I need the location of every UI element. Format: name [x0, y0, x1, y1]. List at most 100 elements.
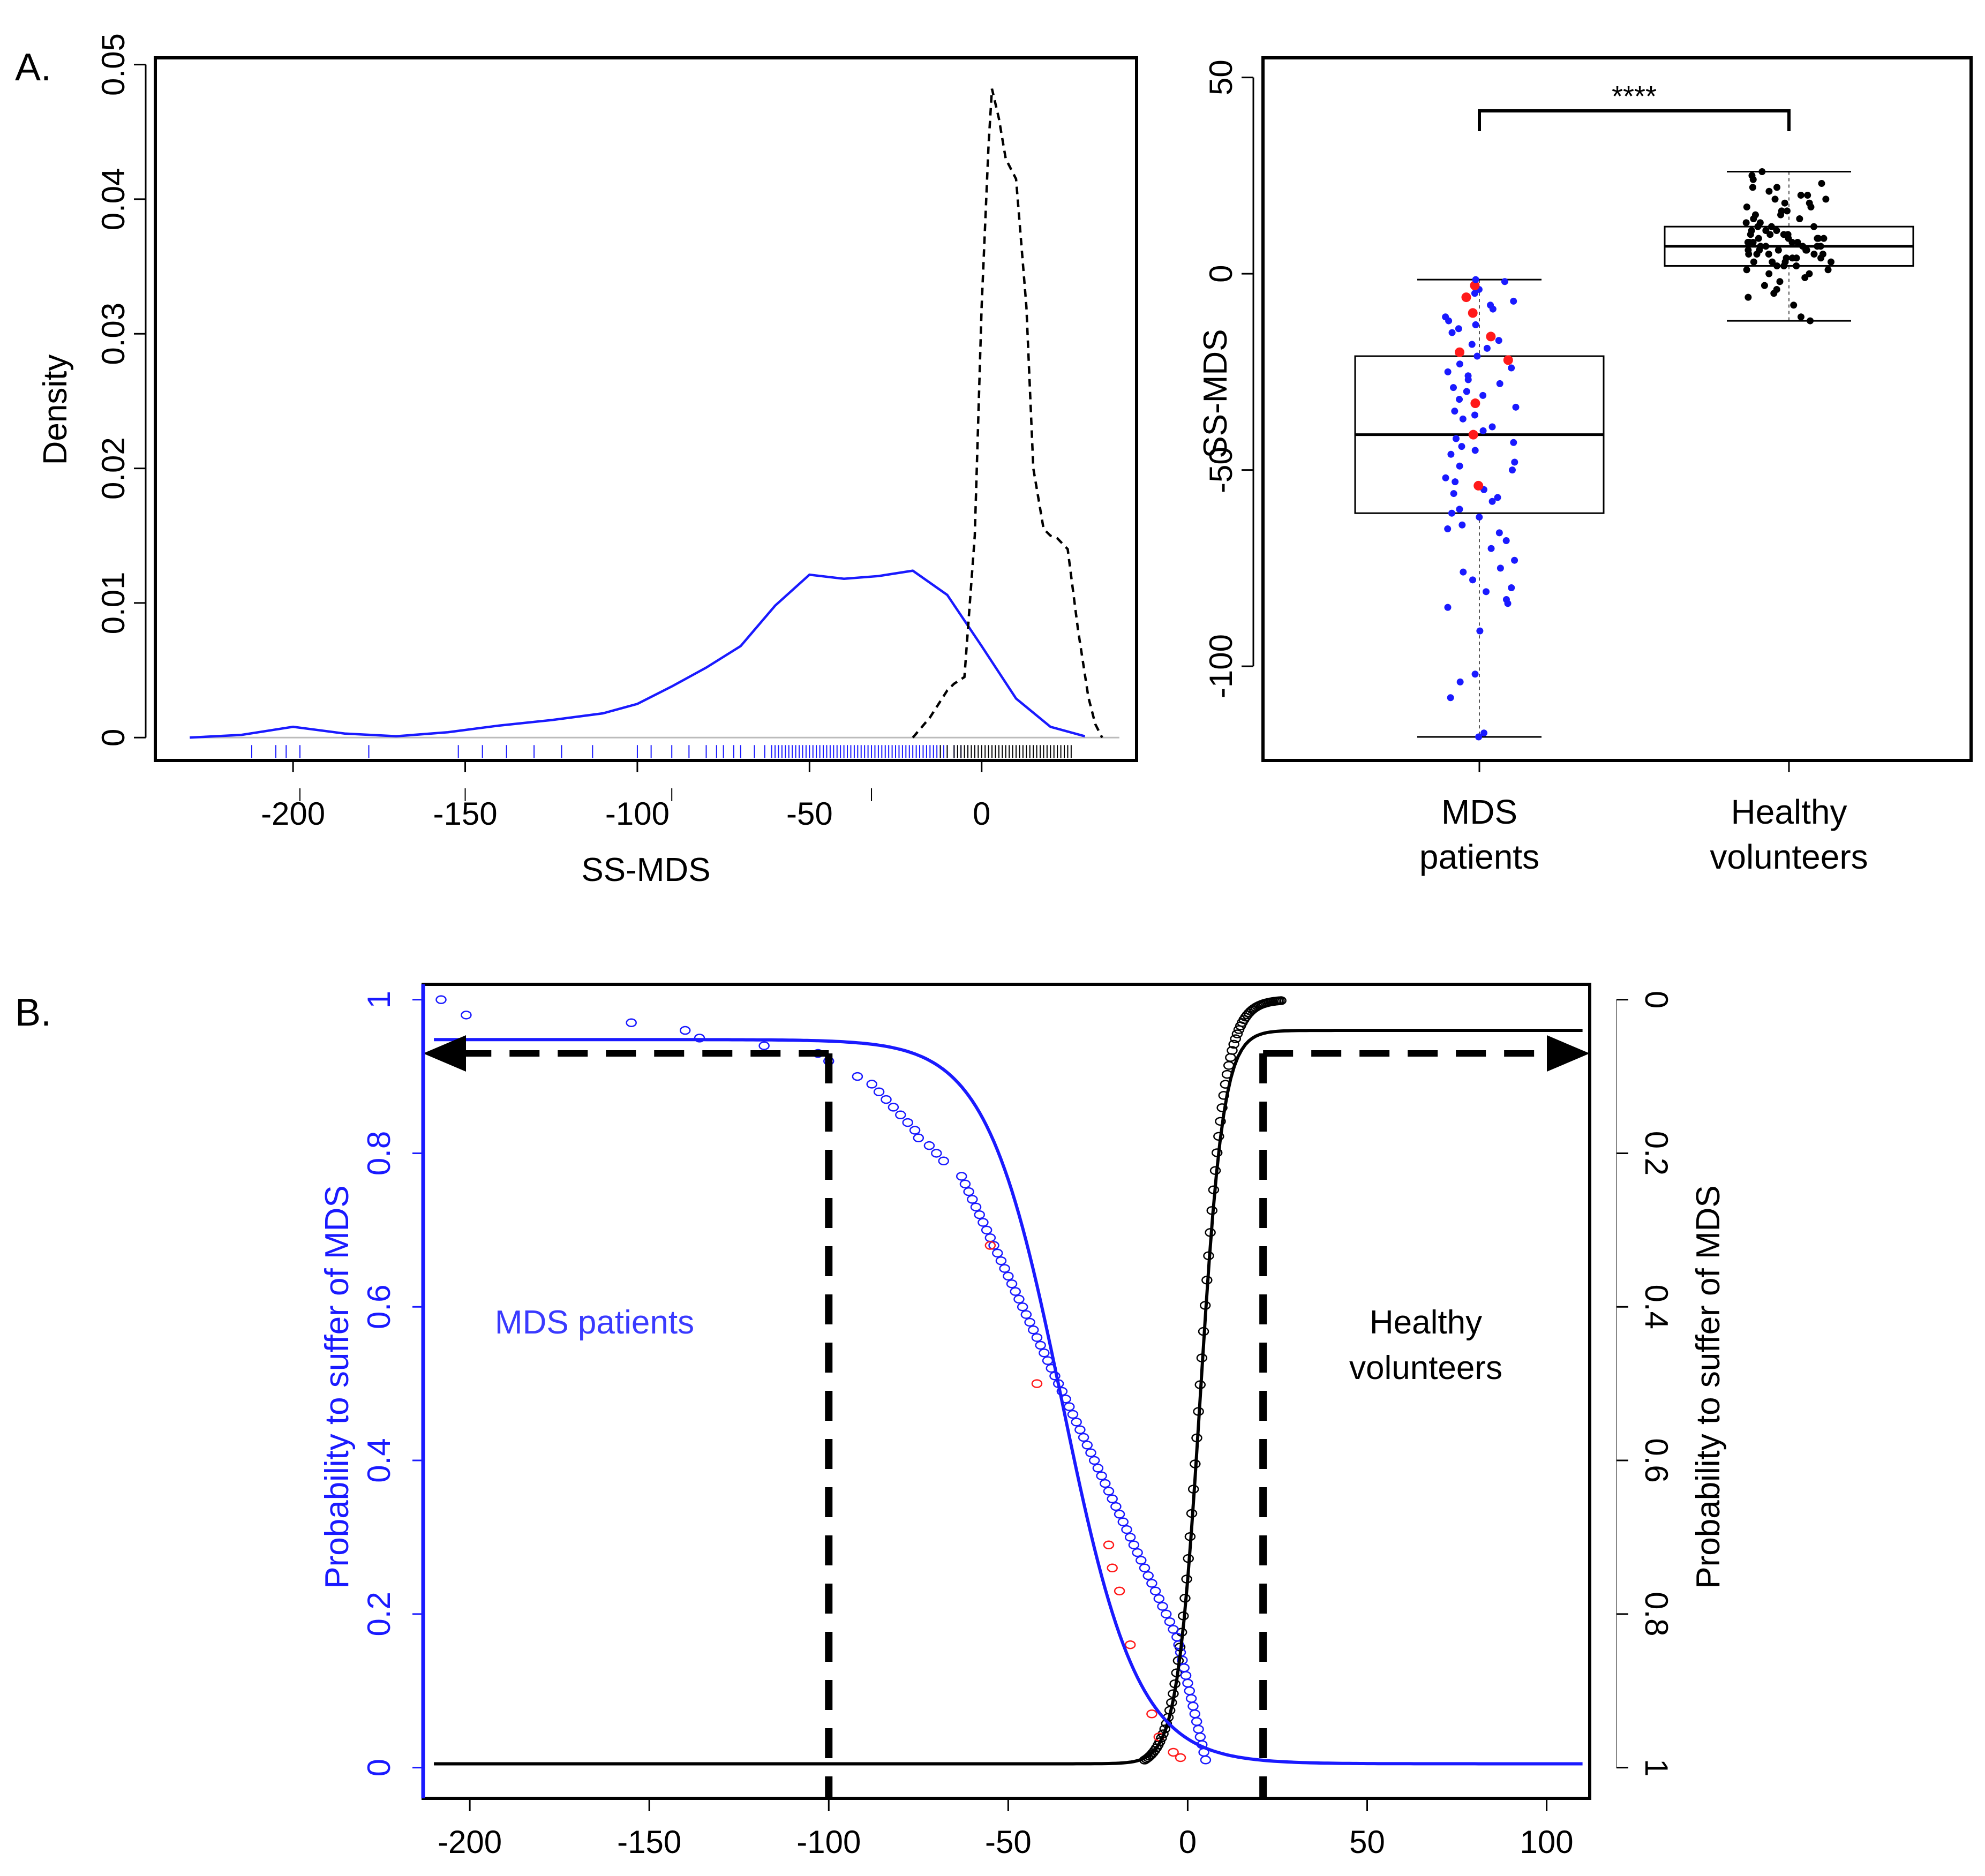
box-point-mds: [1460, 568, 1467, 576]
logit-point-mds: [679, 1026, 691, 1035]
density-y-tick-label: 0.04: [95, 168, 131, 231]
box-point-mds-highlight: [1470, 398, 1480, 409]
logit-point-mds: [1096, 1471, 1107, 1480]
logit-point-mds: [1039, 1348, 1050, 1358]
logit-y-right-tick-label: 0.6: [1638, 1438, 1674, 1482]
density-y-tick-label: 0.01: [95, 572, 131, 635]
logit-point-mds: [1006, 1279, 1018, 1289]
box-point-mds: [1456, 360, 1463, 368]
logit-point-mds: [1121, 1525, 1132, 1534]
logit-point-mds: [1180, 1671, 1192, 1680]
box-point-healthy: [1810, 250, 1818, 258]
significance-label: ****: [1612, 80, 1657, 112]
box-point-healthy: [1819, 250, 1826, 258]
logistic-plot-frame: [422, 983, 1591, 1800]
box-point-mds: [1456, 506, 1463, 513]
box-point-healthy: [1804, 192, 1811, 199]
box-point-mds: [1476, 514, 1483, 521]
logit-point-mds: [956, 1172, 967, 1181]
box-point-healthy: [1806, 199, 1813, 207]
box-point-healthy: [1743, 204, 1750, 211]
logit-point-mds: [1078, 1433, 1089, 1442]
logit-point-mds: [1124, 1533, 1136, 1542]
box-point-mds: [1444, 604, 1452, 611]
density-y-axis-label: Density: [37, 355, 74, 465]
logit-point-mds: [1042, 1356, 1054, 1365]
box-point-healthy: [1806, 270, 1813, 277]
box-point-healthy: [1797, 192, 1804, 199]
logit-point-mds: [1081, 1441, 1093, 1450]
box-point-healthy: [1749, 238, 1757, 246]
box-point-healthy: [1757, 243, 1764, 250]
box-point-mds: [1494, 494, 1501, 501]
box-point-healthy: [1822, 195, 1830, 203]
logit-point-mds: [931, 1149, 942, 1158]
box-point-mds-highlight: [1461, 292, 1471, 303]
logit-point-mds: [1067, 1410, 1079, 1419]
box-point-mds: [1471, 670, 1479, 678]
logit-point-mds: [1132, 1548, 1143, 1557]
logit-point-mds: [995, 1256, 1007, 1265]
boxplot-chart: **** 50 0 -50 -100 MDS patients Healthy voluntee…: [1197, 56, 1973, 876]
logit-point-mds: [913, 1133, 924, 1143]
box-point-healthy: [1814, 243, 1821, 250]
box-point-healthy: [1773, 262, 1781, 269]
box-point-mds: [1468, 341, 1476, 348]
box-point-mds: [1456, 462, 1463, 470]
box-point-healthy: [1745, 293, 1752, 301]
logit-point-mds-highlight: [1103, 1540, 1115, 1550]
box-point-mds: [1452, 435, 1460, 442]
boxplot-plot-frame: [1261, 56, 1973, 762]
logit-point-mds: [1149, 1586, 1161, 1596]
logit-point-mds: [435, 995, 447, 1004]
logit-point-healthy: [1275, 996, 1287, 1005]
box-point-healthy: [1745, 250, 1753, 258]
box-point-mds: [1444, 525, 1452, 533]
logistic-y-left-label: Probability to suffer of MDS: [319, 1185, 356, 1589]
density-x-tick-label: -50: [786, 796, 833, 832]
box-point-healthy: [1778, 207, 1785, 215]
density-x-tick-label: -200: [261, 796, 325, 832]
box-point-mds: [1463, 388, 1470, 395]
box-point-healthy: [1748, 227, 1755, 235]
box-point-mds: [1472, 276, 1479, 283]
logit-x-tick-label: -150: [617, 1824, 681, 1860]
box-point-healthy: [1771, 195, 1779, 203]
logit-y-right-tick-label: 1: [1638, 1759, 1674, 1776]
logit-point-mds: [1164, 1617, 1176, 1626]
box-point-mds: [1511, 556, 1518, 564]
logit-point-mds: [895, 1110, 906, 1120]
logit-x-tick-label: -100: [796, 1824, 861, 1860]
box-point-mds: [1458, 521, 1466, 529]
box-point-healthy: [1790, 302, 1798, 309]
logistic-y-right-label: Probability to suffer of MDS: [1690, 1185, 1727, 1589]
box-point-mds: [1508, 584, 1515, 591]
logit-point-mds: [1200, 1756, 1212, 1765]
box-point-mds-highlight: [1455, 347, 1465, 357]
box-point-mds: [1464, 372, 1472, 380]
logit-point-mds: [1003, 1271, 1014, 1281]
box-point-mds: [1495, 529, 1503, 537]
box-point-mds: [1508, 466, 1516, 474]
logit-point-mds: [981, 1225, 992, 1235]
logit-point-mds-highlight: [984, 1241, 996, 1250]
box-point-mds: [1502, 596, 1510, 603]
box-point-mds: [1448, 329, 1456, 336]
logit-point-healthy: [1231, 1029, 1243, 1038]
logit-point-mds: [902, 1118, 913, 1127]
box-point-mds: [1452, 478, 1459, 486]
box-point-healthy: [1773, 227, 1780, 235]
logit-point-mds: [1184, 1686, 1195, 1696]
boxplot-y-tick-label: -100: [1203, 634, 1239, 698]
box-point-mds: [1475, 733, 1483, 741]
density-plot-frame: [154, 56, 1138, 762]
logit-point-mds-highlight: [1168, 1747, 1179, 1757]
box-point-mds: [1469, 576, 1477, 584]
logit-point-mds: [909, 1126, 921, 1135]
box-point-mds: [1471, 411, 1479, 419]
box-point-healthy: [1818, 180, 1825, 187]
logit-x-tick-label: 100: [1520, 1824, 1574, 1860]
box-point-mds: [1448, 509, 1455, 517]
logit-point-mds: [1191, 1717, 1202, 1726]
logit-point-mds: [1157, 1602, 1168, 1611]
